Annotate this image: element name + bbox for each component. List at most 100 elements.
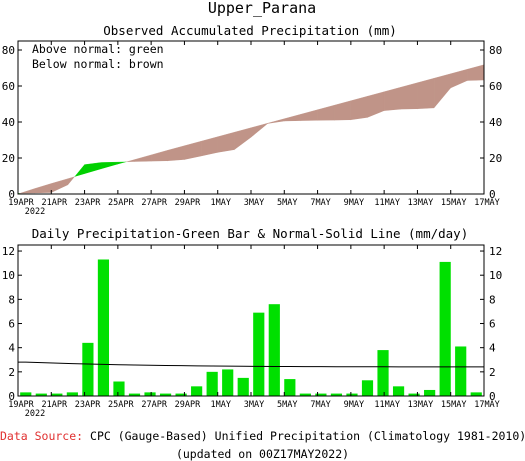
below-normal-area xyxy=(417,77,435,110)
y-tick-label-right: 80 xyxy=(489,44,502,57)
area-baseline-fill xyxy=(51,185,68,194)
x-tick-label: 1MAY xyxy=(210,198,230,208)
x-tick-label: 23APR xyxy=(75,400,101,410)
above-normal-area xyxy=(117,161,127,165)
daily-bar xyxy=(315,393,327,396)
x-tick-label: 15MAY xyxy=(441,198,467,208)
daily-bar xyxy=(408,393,420,396)
y-tick-label-right: 20 xyxy=(489,152,502,165)
y-tick-label-left: 8 xyxy=(8,293,15,306)
x-tick-label: 17MAY xyxy=(474,198,500,208)
x-tick-label: 27APR xyxy=(141,400,167,410)
daily-bar xyxy=(159,393,172,396)
area-baseline-fill xyxy=(284,120,301,194)
top-chart-title: Observed Accumulated Precipitation (mm) xyxy=(103,23,397,38)
x-tick-label: 13MAY xyxy=(408,400,434,410)
data-source-label: Data Source: xyxy=(0,429,84,443)
x-tick-label: 7MAY xyxy=(310,198,330,208)
y-tick-label-left: 60 xyxy=(2,80,15,93)
area-baseline-fill xyxy=(101,164,118,194)
below-normal-area xyxy=(334,100,352,121)
below-normal-area xyxy=(217,131,235,153)
x-tick-label: 21APR xyxy=(41,198,67,208)
y-tick-label-right: 8 xyxy=(489,293,496,306)
y-tick-label-left: 0 xyxy=(8,390,15,403)
legend-below-normal: Below normal: brown xyxy=(32,57,164,71)
area-baseline-fill xyxy=(234,137,251,194)
below-normal-area xyxy=(126,159,135,163)
area-baseline-fill xyxy=(84,168,102,194)
accumulated-precipitation-chart: Observed Accumulated Precipitation (mm) … xyxy=(2,23,503,217)
area-baseline-fill xyxy=(67,176,75,194)
area-baseline-fill xyxy=(151,161,168,194)
y-tick-label-right: 0 xyxy=(489,390,496,403)
daily-bar xyxy=(268,304,280,396)
x-tick-label: 17MAY xyxy=(474,400,500,410)
daily-bar xyxy=(424,389,436,396)
top-axes: 19APR 21APR 23APR 25APR 27APR 29APR 1MAY 3MAY 5M… xyxy=(2,41,502,217)
below-normal-area xyxy=(19,188,35,194)
y-tick-label-left: 20 xyxy=(2,152,15,165)
x-tick-label: 23APR xyxy=(75,198,101,208)
region-title: Upper_Parana xyxy=(208,0,316,17)
y-tick-label-right: 10 xyxy=(489,269,502,282)
area-baseline-fill xyxy=(317,120,335,194)
x-tick-label: 25APR xyxy=(108,400,134,410)
daily-bar xyxy=(330,393,343,396)
daily-bar xyxy=(299,393,311,396)
y-tick-label-left: 12 xyxy=(2,245,15,258)
daily-bar xyxy=(253,312,265,396)
daily-bar xyxy=(191,386,203,396)
daily-bar xyxy=(82,342,94,396)
x-tick-label: 21APR xyxy=(41,400,67,410)
x-year-label: 2022 xyxy=(25,207,45,217)
area-baseline-fill xyxy=(134,161,152,194)
daily-bar xyxy=(144,392,156,396)
below-normal-area xyxy=(350,95,368,121)
daily-precipitation-chart: Daily Precipitation-Green Bar & Normal-S… xyxy=(2,226,503,419)
daily-bar xyxy=(346,393,358,396)
area-baseline-fill xyxy=(417,108,435,194)
y-tick-label-right: 4 xyxy=(489,342,496,355)
bottom-chart-title: Daily Precipitation-Green Bar & Normal-S… xyxy=(32,226,469,241)
daily-bar xyxy=(455,346,467,396)
bottom-normal-layer xyxy=(18,361,484,368)
x-tick-label: 29APR xyxy=(175,198,201,208)
daily-bar xyxy=(35,393,47,396)
below-normal-area xyxy=(134,154,152,162)
area-baseline-fill xyxy=(267,121,285,194)
daily-bar xyxy=(175,393,187,396)
area-baseline-fill xyxy=(251,123,268,194)
y-tick-label-left: 40 xyxy=(2,116,15,129)
y-tick-label-right: 6 xyxy=(489,318,496,331)
area-baseline-fill xyxy=(350,117,368,194)
daily-bar xyxy=(51,393,63,396)
area-baseline-fill xyxy=(184,156,202,194)
area-baseline-fill xyxy=(74,173,85,194)
below-normal-area xyxy=(34,183,52,194)
y-tick-label-left: 0 xyxy=(8,188,15,201)
y-tick-label-right: 12 xyxy=(489,245,502,258)
data-source-text: CPC (Gauge-Based) Unified Precipitation … xyxy=(83,429,525,443)
x-tick-label: 15MAY xyxy=(441,400,467,410)
below-normal-area xyxy=(317,104,335,121)
below-normal-area xyxy=(383,86,401,112)
x-tick-label: 13MAY xyxy=(408,198,434,208)
area-baseline-fill xyxy=(167,159,185,194)
x-year-label: 2022 xyxy=(25,409,45,419)
x-tick-label: 5MAY xyxy=(277,198,297,208)
legend-above-normal: Above normal: green xyxy=(32,42,164,56)
below-normal-area xyxy=(284,113,302,122)
bottom-axes: 19APR 21APR 23APR 25APR 27APR 29APR 1MAY 3MAY 5M… xyxy=(2,245,502,419)
daily-bar xyxy=(222,369,234,396)
x-tick-label: 19APR xyxy=(8,400,34,410)
daily-bar xyxy=(377,350,389,396)
y-tick-label-left: 80 xyxy=(2,44,15,57)
daily-bar xyxy=(237,377,249,396)
area-baseline-fill xyxy=(400,109,418,194)
daily-bar xyxy=(66,392,78,396)
x-tick-label: 11MAY xyxy=(374,198,400,208)
updated-line: (updated on 00Z17MAY2022) xyxy=(175,447,350,461)
x-tick-label: 5MAY xyxy=(277,400,297,410)
area-baseline-fill xyxy=(334,120,351,194)
